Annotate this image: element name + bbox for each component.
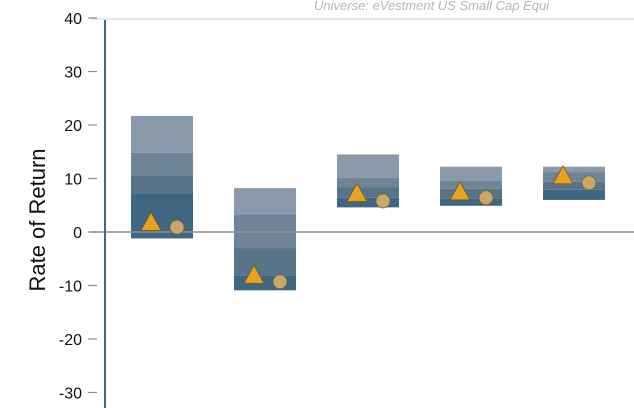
y-tick-label: 40 (64, 11, 82, 28)
bar-band-segment (440, 198, 502, 206)
bar-band-segment (131, 175, 193, 195)
bar-band-segment (131, 152, 193, 176)
triangle-marker (552, 165, 574, 185)
circle-marker (581, 175, 597, 191)
bar-band-segment (440, 180, 502, 189)
triangle-marker (449, 181, 471, 201)
y-tick-label: -10 (59, 279, 82, 296)
circle-marker (272, 274, 288, 290)
y-axis-ticks: 40 30 20 10 0 -10 -20 -30 (59, 11, 97, 403)
bar-band-segment (543, 181, 605, 190)
bar-band-segment (337, 187, 399, 198)
marker-group (140, 165, 597, 290)
bar-band-segment (234, 214, 296, 249)
bar-band-segment (234, 248, 296, 276)
bar-band-segment (337, 177, 399, 188)
y-tick-label: 0 (73, 225, 82, 242)
y-tick-label: -30 (59, 386, 82, 403)
bar-band-segment (337, 197, 399, 208)
bar-band-segment (543, 166, 605, 173)
triangle-marker (346, 182, 368, 202)
circle-marker (169, 219, 185, 235)
bar-band-segment (543, 189, 605, 200)
bar-band-segment (440, 166, 502, 181)
circle-marker (478, 190, 494, 206)
y-tick-label: -20 (59, 332, 82, 349)
triangle-marker (140, 211, 162, 231)
bar-band-segment (131, 115, 193, 153)
bar-band-segment (234, 188, 296, 215)
bar-band-segment (543, 172, 605, 182)
y-tick-label: 30 (64, 65, 82, 82)
circle-marker (375, 193, 391, 209)
y-axis-title: Rate of Return (25, 148, 50, 291)
y-tick-label: 20 (64, 118, 82, 135)
bar-band-segment (337, 154, 399, 178)
bar-group (131, 115, 605, 291)
triangle-marker (243, 264, 265, 284)
chart-subtitle: Universe: eVestment US Small Cap Equi (314, 0, 550, 13)
bar-band-segment (440, 188, 502, 199)
y-tick-label: 10 (64, 172, 82, 189)
